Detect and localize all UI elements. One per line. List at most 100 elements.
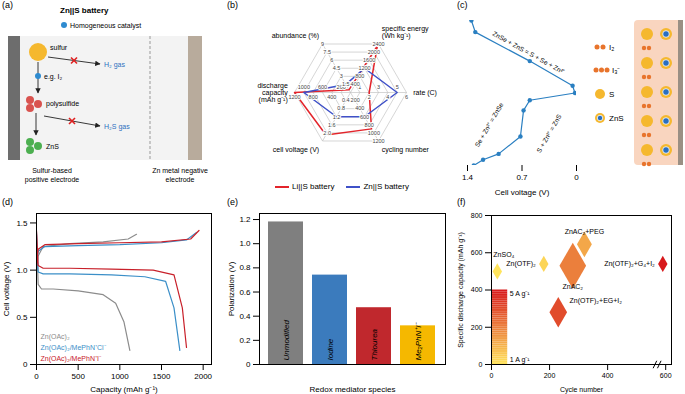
svg-text:1000: 1000 <box>368 130 380 136</box>
svg-text:H₂ gas: H₂ gas <box>104 61 126 69</box>
svg-text:Unmodified: Unmodified <box>282 319 291 360</box>
svg-text:7.5: 7.5 <box>323 49 331 55</box>
svg-text:9: 9 <box>321 41 324 47</box>
svg-text:1000: 1000 <box>111 372 129 381</box>
svg-text:Redox mediator species: Redox mediator species <box>310 385 396 394</box>
svg-text:Polarization (V): Polarization (V) <box>227 261 236 316</box>
svg-text:1600: 1600 <box>363 57 375 63</box>
svg-text:dischargecapacity(mAh g⁻¹): dischargecapacity(mAh g⁻¹) <box>257 82 288 104</box>
svg-text:0: 0 <box>34 372 39 381</box>
svg-text:ZnAC₂+PEG: ZnAC₂+PEG <box>565 228 604 235</box>
svg-text:1.5: 1.5 <box>16 218 28 227</box>
svg-text:1.6: 1.6 <box>328 122 336 128</box>
svg-text:polysulfide: polysulfide <box>46 100 79 108</box>
svg-text:Iodine: Iodine <box>326 338 335 360</box>
svg-text:6: 6 <box>330 57 333 63</box>
svg-text:positive electrode: positive electrode <box>25 176 80 184</box>
svg-text:2.0: 2.0 <box>323 130 331 136</box>
svg-text:I₃⁻: I₃⁻ <box>612 66 620 75</box>
svg-text:Zn(OAc)₂: Zn(OAc)₂ <box>41 333 70 341</box>
svg-text:abundance (%): abundance (%) <box>272 32 319 40</box>
svg-text:0: 0 <box>479 361 483 368</box>
svg-text:1200: 1200 <box>372 138 384 144</box>
svg-text:400: 400 <box>351 81 360 87</box>
svg-text:800: 800 <box>365 122 374 128</box>
svg-text:0: 0 <box>574 173 579 182</box>
svg-text:800: 800 <box>355 73 364 79</box>
svg-text:3: 3 <box>377 84 380 90</box>
svg-text:1 A g⁻¹: 1 A g⁻¹ <box>510 356 531 364</box>
svg-text:600: 600 <box>318 84 327 90</box>
svg-text:600: 600 <box>360 114 369 120</box>
svg-text:600: 600 <box>471 249 483 256</box>
svg-text:Zn||S battery: Zn||S battery <box>60 6 109 15</box>
svg-text:S: S <box>609 90 614 99</box>
svg-text:Zn(OAc)₂/MePhN⁺I⁻: Zn(OAc)₂/MePhN⁺I⁻ <box>41 355 102 363</box>
svg-text:1.0: 1.0 <box>16 266 28 275</box>
svg-text:4.5: 4.5 <box>333 65 341 71</box>
svg-text:0.5: 0.5 <box>16 313 28 322</box>
svg-text:Zn(OAc)₂/MePhN⁺Cl⁻: Zn(OAc)₂/MePhN⁺Cl⁻ <box>41 344 107 352</box>
svg-text:1.0: 1.0 <box>239 239 251 248</box>
svg-text:specific energy(Wh kg⁻¹): specific energy(Wh kg⁻¹) <box>382 25 429 40</box>
svg-text:1200: 1200 <box>358 65 370 71</box>
svg-text:ZnSe + ZnS = S + Se + Zn²⁺: ZnSe + ZnS = S + Se + Zn²⁺ <box>492 30 566 75</box>
svg-text:I₂: I₂ <box>609 43 614 52</box>
svg-text:400: 400 <box>327 94 336 100</box>
svg-text:0: 0 <box>246 360 251 369</box>
svg-text:800: 800 <box>309 94 318 100</box>
svg-text:S + Zn²⁺ = ZnS: S + Zn²⁺ = ZnS <box>535 113 563 154</box>
svg-text:rate (C): rate (C) <box>413 89 437 97</box>
svg-text:200: 200 <box>544 372 556 379</box>
svg-text:0: 0 <box>490 372 494 379</box>
svg-text:3: 3 <box>340 73 343 79</box>
svg-text:500: 500 <box>71 372 85 381</box>
svg-text:0.8: 0.8 <box>239 263 251 272</box>
svg-text:Zn(OTF)₂+EG+I₂: Zn(OTF)₂+EG+I₂ <box>570 297 623 305</box>
svg-text:Homogeneous catalyst: Homogeneous catalyst <box>70 22 141 30</box>
svg-text:2000: 2000 <box>194 372 212 381</box>
svg-text:ZnSO₄: ZnSO₄ <box>493 251 514 258</box>
svg-text:sulfur: sulfur <box>50 44 68 51</box>
svg-text:ZnS: ZnS <box>609 114 624 123</box>
svg-text:ZnAC₂: ZnAC₂ <box>562 283 583 290</box>
svg-text:2000: 2000 <box>368 49 380 55</box>
svg-text:e.g. I₂: e.g. I₂ <box>44 73 63 81</box>
svg-text:1.2: 1.2 <box>239 215 251 224</box>
svg-text:800: 800 <box>471 212 483 219</box>
svg-text:0: 0 <box>23 360 28 369</box>
svg-text:1200: 1200 <box>288 94 300 100</box>
svg-text:1.5: 1.5 <box>342 81 350 87</box>
svg-text:Cell voltage (V): Cell voltage (V) <box>495 188 550 197</box>
svg-text:0.2: 0.2 <box>239 336 251 345</box>
svg-text:400: 400 <box>471 286 483 293</box>
svg-text:cell voltage (V): cell voltage (V) <box>273 146 319 154</box>
svg-text:Thiourea: Thiourea <box>370 328 379 360</box>
svg-text:ZnS: ZnS <box>46 143 59 150</box>
svg-text:2400: 2400 <box>372 41 384 47</box>
svg-text:400: 400 <box>355 105 364 111</box>
svg-text:Cell voltage (V): Cell voltage (V) <box>2 261 11 316</box>
svg-text:1500: 1500 <box>153 372 171 381</box>
svg-text:Zn(OTF)₂: Zn(OTF)₂ <box>506 260 536 268</box>
svg-text:cycling number: cycling number <box>382 146 430 154</box>
svg-text:H₂S gas: H₂S gas <box>104 123 130 131</box>
svg-text:Se + Zn²⁺ = ZnSe: Se + Zn²⁺ = ZnSe <box>473 101 504 148</box>
svg-text:1.2: 1.2 <box>333 114 341 120</box>
svg-text:Cycle number: Cycle number <box>560 386 604 394</box>
svg-text:Capacity (mAh g⁻¹): Capacity (mAh g⁻¹) <box>90 385 158 394</box>
svg-text:Zn metal negative: Zn metal negative <box>152 167 208 175</box>
svg-text:200: 200 <box>471 323 483 330</box>
svg-text:4: 4 <box>386 94 389 100</box>
svg-text:5 A g⁻¹: 5 A g⁻¹ <box>510 290 531 298</box>
svg-text:1000: 1000 <box>298 84 310 90</box>
svg-text:Me₂PhN⁺I⁻: Me₂PhN⁺I⁻ <box>414 322 423 361</box>
svg-text:400: 400 <box>602 372 614 379</box>
svg-text:0.7: 0.7 <box>516 173 528 182</box>
svg-text:1.4: 1.4 <box>462 173 474 182</box>
svg-text:Specific discharge capacity (m: Specific discharge capacity (mAh g⁻¹) <box>457 232 465 348</box>
svg-text:0.4: 0.4 <box>342 97 350 103</box>
svg-text:0.8: 0.8 <box>337 105 345 111</box>
svg-text:5: 5 <box>396 84 399 90</box>
svg-text:electrode: electrode <box>166 176 195 183</box>
